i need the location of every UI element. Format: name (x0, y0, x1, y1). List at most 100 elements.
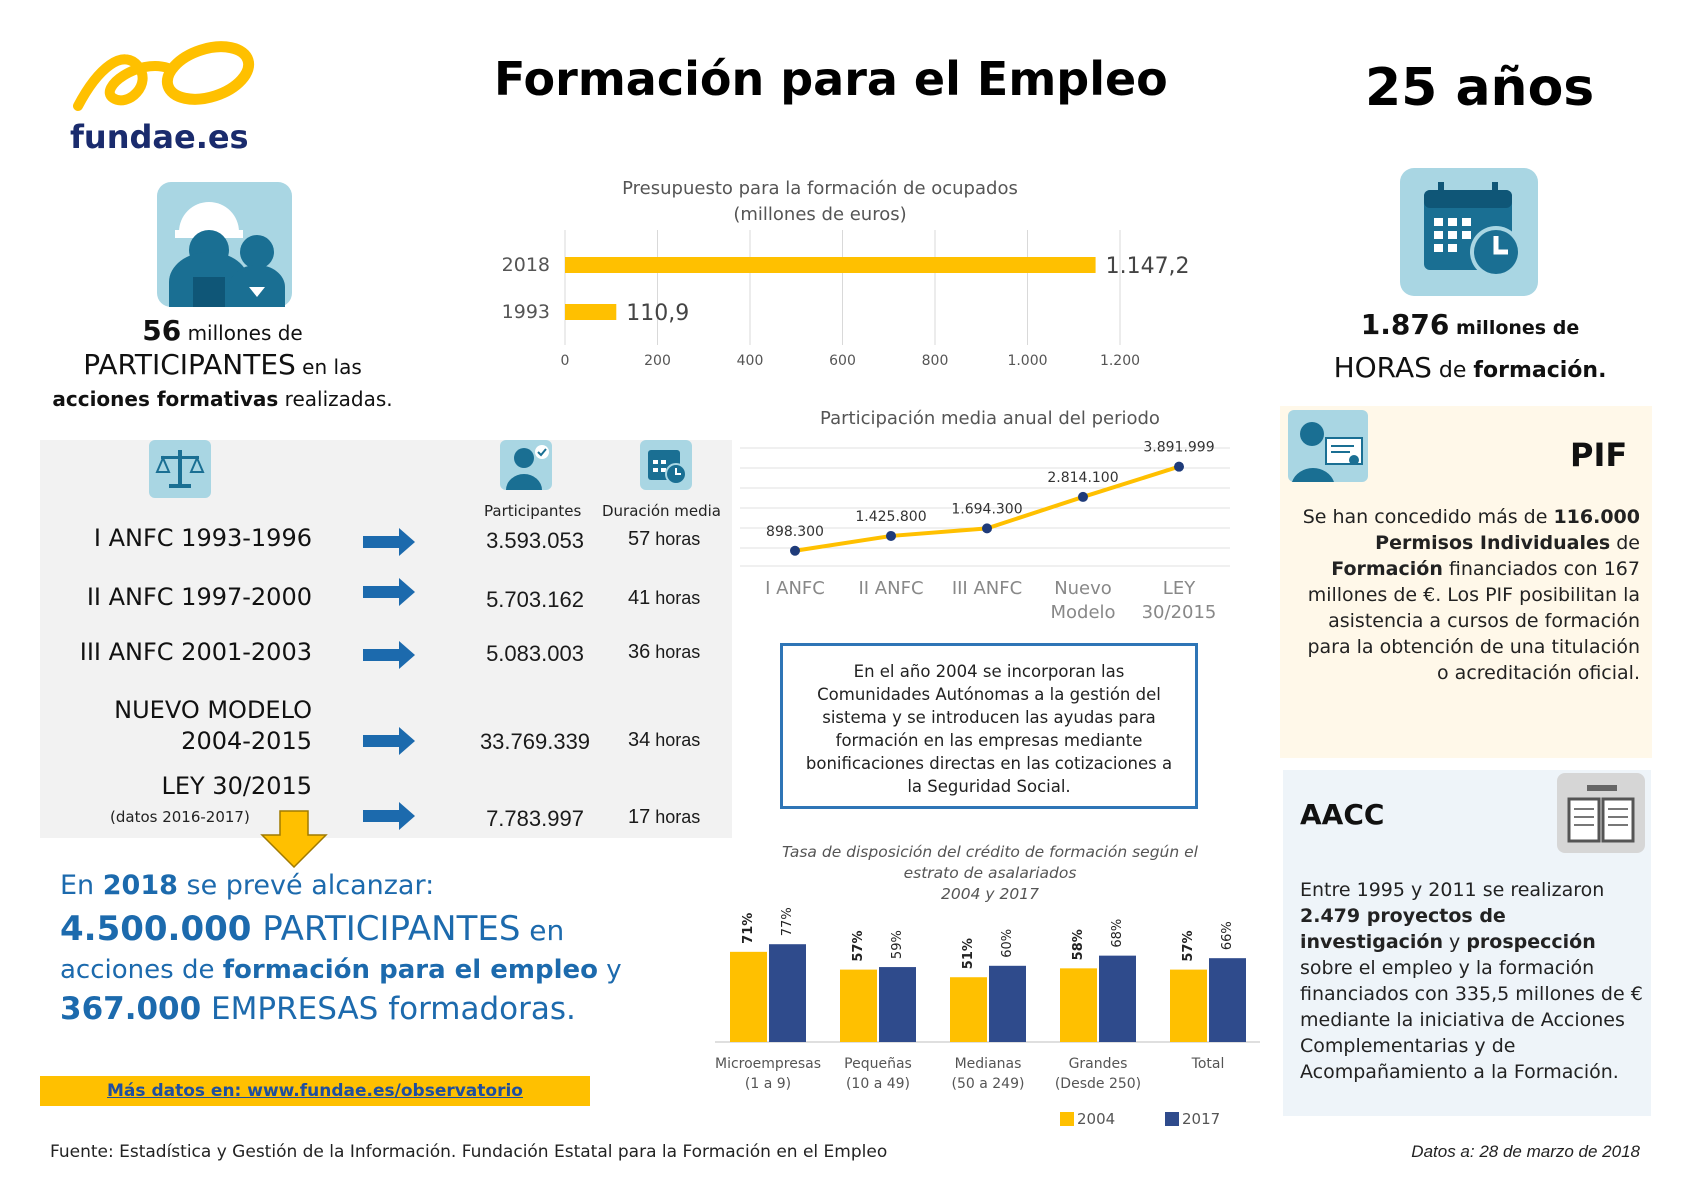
hours-formacion: formación. (1473, 358, 1607, 383)
arrow-right-icon (363, 641, 415, 669)
bar-value-label: 77% (780, 907, 795, 936)
aacc-text: Entre 1995 y 2011 se realizaron 2.479 pr… (1300, 879, 1643, 1083)
bar (565, 304, 617, 320)
bar (769, 944, 806, 1042)
bar-value-label: 59% (890, 930, 905, 959)
workers-icon (157, 182, 292, 307)
bar-value-label: 66% (1220, 921, 1235, 950)
hours-caps: HORAS (1333, 351, 1432, 384)
point-label: 2.814.100 (1047, 470, 1118, 486)
category-label: 2018 (502, 254, 550, 276)
bar (879, 967, 916, 1042)
col-participants-header: Participantes (484, 502, 582, 520)
period-participants: 3.593.053 (486, 528, 584, 553)
book-icon (1557, 773, 1645, 853)
bar-value-label: 58% (1071, 929, 1086, 960)
period-hours: 57 horas (628, 528, 701, 550)
hours-line1: millones de (1449, 317, 1580, 339)
x-tick-label: 0 (561, 353, 570, 369)
forecast-year: 2018 (102, 870, 178, 901)
page-title: Formación para el Empleo (494, 52, 1168, 106)
bar (1099, 955, 1136, 1042)
line-point (790, 545, 800, 556)
x-tick-label: Grandes (1069, 1056, 1128, 1072)
x-tick-label: 1.000 (1007, 353, 1047, 369)
period-label: NUEVO MODELO (114, 696, 312, 724)
participation-chart-title: Participación media anual del periodo (820, 408, 1160, 429)
participants-actions: acciones formativas (52, 387, 279, 411)
fundae-logo-icon (73, 41, 255, 111)
legend-label: 2004 (1077, 1110, 1115, 1128)
info-box: En el año 2004 se incorporan las Comunid… (780, 643, 1198, 809)
aacc-title: AACC (1300, 798, 1385, 831)
bar-value-label: 68% (1110, 919, 1125, 948)
bar (1209, 958, 1246, 1042)
bar-value-label: 57% (851, 930, 866, 961)
arrow-right-icon (363, 727, 415, 755)
hours-number: 1.876 (1360, 308, 1450, 341)
x-tick-label: Microempresas (715, 1056, 821, 1072)
hours-line2: de (1431, 358, 1474, 383)
footer-date: Datos a: 28 de marzo de 2018 (1411, 1142, 1640, 1161)
scales-icon (149, 440, 211, 498)
x-tick-label: LEY (1163, 578, 1196, 599)
forecast-participants: 4.500.000 (60, 909, 252, 949)
footer-source: Fuente: Estadística y Gestión de la Info… (50, 1142, 888, 1162)
x-tick-label: Pequeñas (844, 1056, 912, 1072)
credit-chart-title: Tasa de disposición del crédito de forma… (782, 843, 1198, 903)
category-label: 1993 (502, 301, 550, 323)
x-tick-label: II ANFC (858, 578, 923, 599)
x-tick-label: (Desde 250) (1055, 1076, 1141, 1092)
point-label: 898.300 (766, 524, 824, 540)
line-point (1078, 491, 1088, 502)
x-tick-label: 200 (644, 353, 671, 369)
period-participants: 5.703.162 (486, 587, 584, 612)
arrow-right-icon (363, 578, 415, 606)
bar (565, 257, 1096, 273)
bar (989, 965, 1026, 1042)
legend-swatch (1165, 1112, 1179, 1126)
point-label: 1.694.300 (951, 501, 1022, 517)
forecast-companies: 367.000 (60, 991, 202, 1027)
point-label: 3.891.999 (1143, 440, 1214, 456)
point-label: 1.425.800 (855, 509, 926, 525)
period-hours: 41 horas (628, 587, 701, 609)
x-tick-label: I ANFC (765, 578, 825, 599)
line-point (886, 530, 896, 541)
participants-number: 56 (142, 314, 182, 347)
period-participants: 5.083.003 (486, 641, 584, 666)
period-hours: 17 horas (628, 806, 701, 828)
duration-calendar-icon (640, 440, 692, 490)
arrow-down-icon (260, 810, 328, 868)
legend-swatch (1060, 1112, 1074, 1126)
hours-stat: 1.876 millones de HORAS de formación. (1290, 305, 1650, 391)
pif-title: PIF (1570, 436, 1628, 474)
bar (1170, 969, 1207, 1042)
x-tick-label: (50 a 249) (952, 1076, 1025, 1092)
more-data-bar: Más datos en: www.fundae.es/observatorio (40, 1076, 590, 1106)
x-tick-label: Total (1191, 1056, 1225, 1072)
period-label: I ANFC 1993-1996 (93, 524, 312, 552)
period-label-years: 2004-2015 (181, 727, 312, 755)
line-point (1174, 461, 1184, 472)
x-tick-label: 400 (737, 353, 764, 369)
certificate-person-icon (1288, 410, 1368, 482)
bar-value-label: 1.147,2 (1106, 254, 1190, 279)
more-data-link[interactable]: Más datos en: www.fundae.es/observatorio (107, 1081, 523, 1101)
x-tick-label: 30/2015 (1142, 602, 1217, 623)
bar (840, 969, 877, 1042)
period-hours: 36 horas (628, 641, 701, 663)
period-participants: 7.783.997 (486, 806, 584, 831)
budget-chart: 0 200 400 600 800 1.000 1.200 2018 1.147,2 1993 11… (502, 230, 1190, 369)
x-tick-label: III ANFC (952, 578, 1022, 599)
period-label: LEY 30/2015 (161, 772, 312, 800)
x-tick-label: Modelo (1050, 602, 1115, 623)
bar (1060, 968, 1097, 1042)
participants-line1: millones de (181, 321, 303, 345)
x-tick-label: 600 (829, 353, 856, 369)
period-note: (datos 2016-2017) (110, 808, 250, 826)
forecast-block: En 2018 se prevé alcanzar: 4.500.000 PAR… (60, 870, 622, 1027)
arrow-right-icon (363, 802, 415, 830)
credit-chart: 71% 77% Microempresas (1 a 9) 57% 59% Pequeñas… (715, 907, 1260, 1128)
bar-value-label: 110,9 (626, 301, 689, 326)
